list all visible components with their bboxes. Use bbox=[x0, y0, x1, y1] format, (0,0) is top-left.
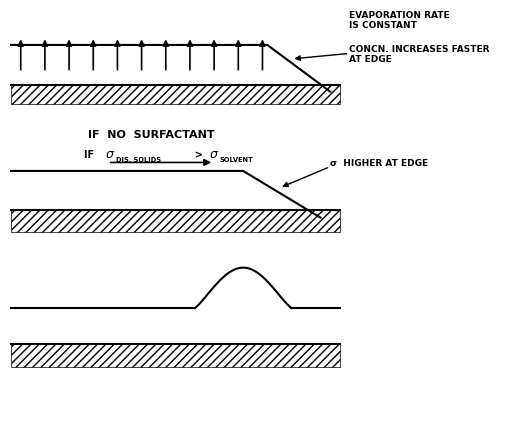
Text: σ: σ bbox=[106, 148, 113, 161]
Text: σ  HIGHER AT EDGE: σ HIGHER AT EDGE bbox=[330, 158, 428, 167]
Text: IF: IF bbox=[83, 150, 97, 160]
Text: DIS. SOLIDS: DIS. SOLIDS bbox=[116, 157, 161, 163]
Text: σ: σ bbox=[209, 148, 217, 161]
Text: CONCN. INCREASES FASTER
AT EDGE: CONCN. INCREASES FASTER AT EDGE bbox=[350, 45, 490, 64]
Text: SOLVENT: SOLVENT bbox=[220, 157, 254, 163]
Text: IF  NO  SURFACTANT: IF NO SURFACTANT bbox=[89, 130, 215, 140]
Text: >: > bbox=[187, 150, 209, 160]
Text: EVAPORATION RATE
IS CONSTANT: EVAPORATION RATE IS CONSTANT bbox=[350, 11, 450, 30]
